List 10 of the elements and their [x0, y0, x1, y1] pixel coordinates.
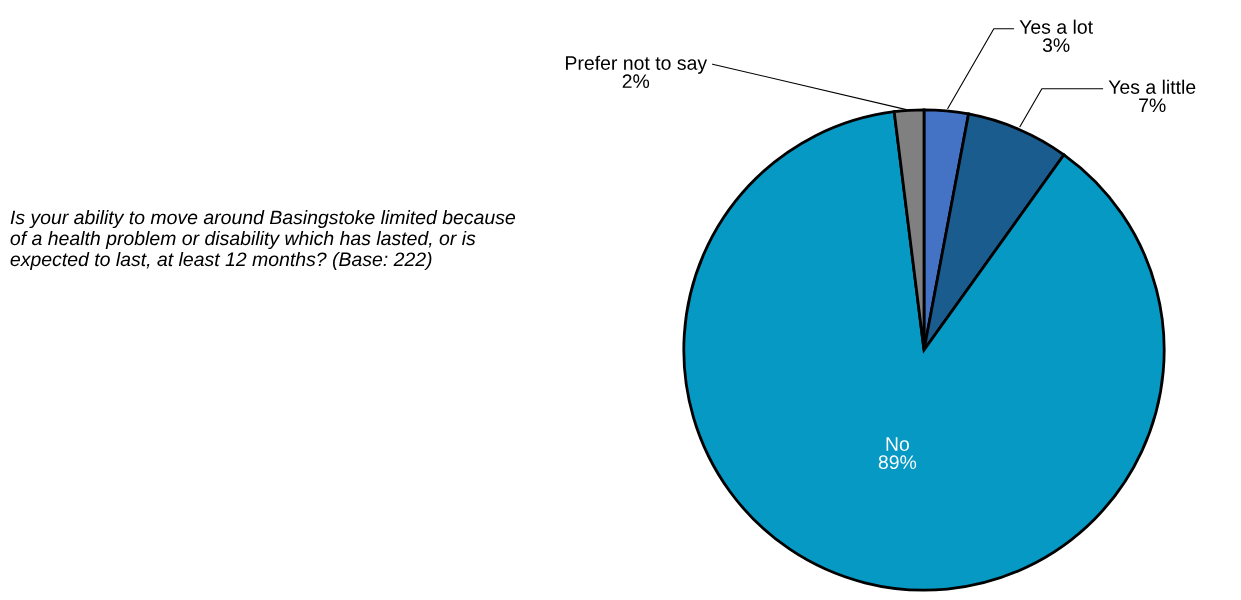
data-label: 89%	[878, 455, 917, 470]
slice-label: No	[886, 437, 909, 451]
data-label: 3%	[1042, 38, 1070, 53]
text: Is your ability to move around Basingstoke limited because of a health problem or disability which has lasted, or is expected to last, at least 12 months? (Base: 222)	[10, 209, 516, 271]
slice-label: Yes a lot	[1019, 19, 1093, 34]
slice-label: Yes a little	[1108, 79, 1196, 94]
data-label: 2%	[622, 74, 650, 88]
slice-label: Prefer not to say	[566, 55, 708, 74]
data-label: 7%	[1139, 98, 1166, 112]
pie-slice	[682, 110, 1166, 592]
